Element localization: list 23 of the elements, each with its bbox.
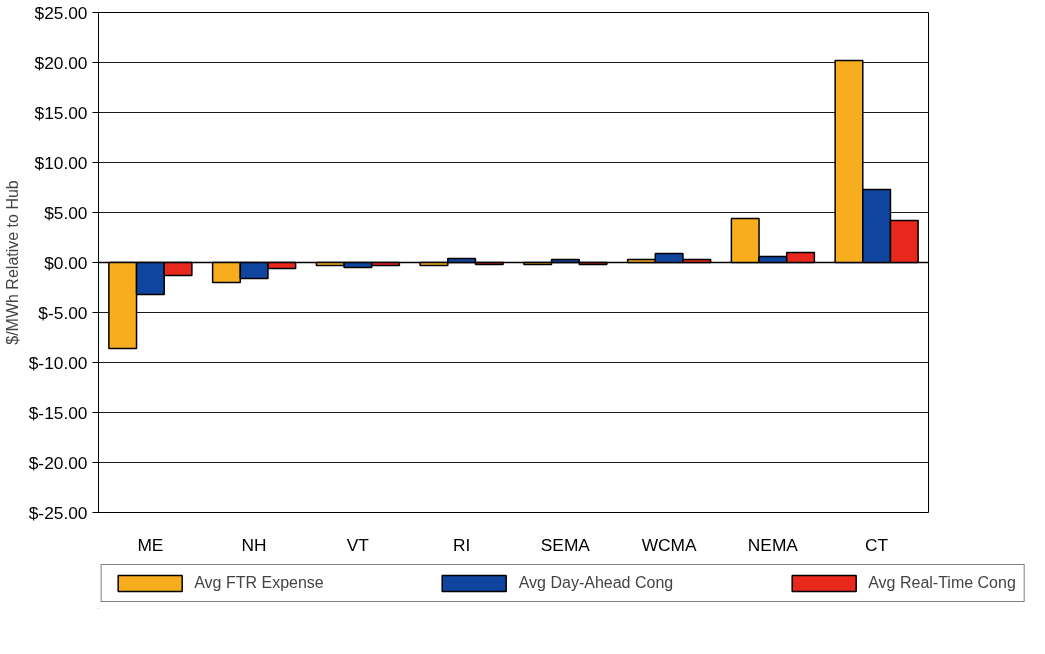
- y-tick-label: $15.00: [34, 102, 88, 123]
- y-axis-title: $/MWh Relative to Hub: [3, 180, 21, 345]
- legend-label: Avg Real-Time Cong: [868, 574, 1016, 592]
- y-tick-label: $20.00: [34, 52, 88, 73]
- y-tick-label: $0.00: [44, 252, 88, 273]
- y-tick-label: $-15.00: [28, 402, 88, 423]
- y-tick-label: $25.00: [34, 2, 88, 23]
- y-tick-label: $-25.00: [28, 502, 88, 523]
- y-tick-label: $-10.00: [28, 352, 88, 373]
- x-tick-label: ME: [137, 534, 164, 555]
- x-tick-label: WCMA: [641, 534, 697, 555]
- x-tick-label: NEMA: [747, 534, 799, 555]
- y-tick-label: $-20.00: [28, 452, 88, 473]
- y-tick-label: $5.00: [44, 202, 88, 223]
- y-tick-label: $10.00: [34, 152, 88, 173]
- x-tick-label: SEMA: [540, 534, 591, 555]
- x-tick-label: CT: [865, 534, 889, 555]
- x-tick-label: VT: [346, 534, 370, 555]
- x-tick-label: NH: [241, 534, 267, 555]
- legend-label: Avg FTR Expense: [194, 574, 324, 592]
- legend-label: Avg Day-Ahead Cong: [518, 574, 674, 592]
- x-tick-label: RI: [452, 534, 471, 555]
- y-tick-label: $-5.00: [38, 302, 88, 323]
